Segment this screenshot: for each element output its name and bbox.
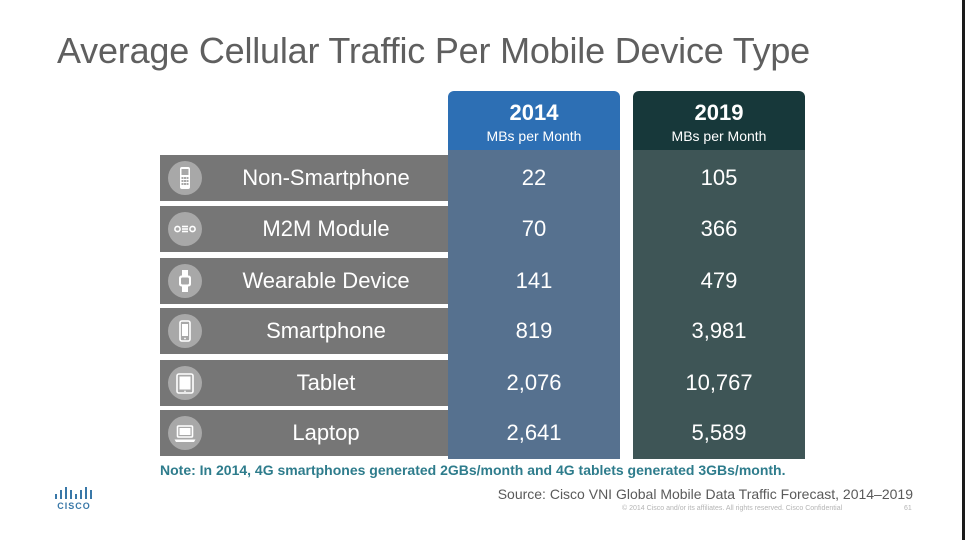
value-2019: 105 (700, 165, 738, 190)
device-label: Non-Smartphone (242, 165, 410, 190)
cisco-bars-icon (55, 487, 92, 499)
copyright-text: © 2014 Cisco and/or its affiliates. All … (622, 505, 843, 512)
wearable-icon (168, 264, 202, 298)
cisco-wordmark: CISCO (57, 501, 91, 511)
value-2014-cell: 819 (448, 308, 620, 354)
table-row: M2M Module 70 366 (160, 206, 805, 252)
column-year: 2019 (694, 100, 744, 125)
value-2019-cell: 10,767 (633, 360, 805, 406)
value-2014-cell: 141 (448, 258, 620, 304)
slide-title: Average Cellular Traffic Per Mobile Devi… (57, 30, 810, 71)
slide-right-border (962, 0, 965, 540)
value-2019: 3,981 (691, 318, 747, 343)
column-header-2019: 2019 MBs per Month (633, 91, 805, 150)
row-label-cell: M2M Module (160, 206, 448, 252)
table-row: Wearable Device 141 479 (160, 258, 805, 304)
source-citation: Source: Cisco VNI Global Mobile Data Tra… (497, 486, 913, 502)
row-label-cell: Tablet (160, 360, 448, 406)
m2m-module-icon (168, 212, 202, 246)
value-2014-cell: 70 (448, 206, 620, 252)
tablet-icon (168, 366, 202, 400)
laptop-icon (168, 416, 202, 450)
row-label-cell: Smartphone (160, 308, 448, 354)
column-unit: MBs per Month (486, 128, 582, 144)
row-label-cell: Wearable Device (160, 258, 448, 304)
value-2019: 10,767 (685, 370, 753, 395)
page-number: 61 (904, 505, 912, 512)
value-2019: 479 (700, 268, 738, 293)
column-header-2014: 2014 MBs per Month (448, 91, 620, 150)
value-2014: 819 (515, 318, 553, 343)
row-label-cell: Non-Smartphone (160, 155, 448, 201)
value-2014-cell: 2,641 (448, 410, 620, 456)
value-2014: 2,076 (506, 370, 562, 395)
column-background-2014 (448, 150, 620, 459)
value-2019-cell: 366 (633, 206, 805, 252)
smartphone-icon (168, 314, 202, 348)
value-2019-cell: 479 (633, 258, 805, 304)
device-label: Wearable Device (242, 268, 410, 293)
column-background-2019 (633, 150, 805, 459)
value-2014-cell: 22 (448, 155, 620, 201)
cisco-logo: CISCO (52, 486, 96, 514)
value-2019-cell: 105 (633, 155, 805, 201)
value-2014: 22 (521, 165, 547, 190)
feature-phone-icon (168, 161, 202, 195)
device-label: M2M Module (262, 216, 390, 241)
device-label: Smartphone (266, 318, 386, 343)
table-row: Non-Smartphone 22 105 (160, 155, 805, 201)
footnote: Note: In 2014, 4G smartphones generated … (160, 462, 786, 478)
value-2019: 5,589 (691, 420, 747, 445)
table-row: Smartphone 819 3,981 (160, 308, 805, 354)
value-2014: 70 (521, 216, 547, 241)
value-2014: 141 (515, 268, 553, 293)
value-2019-cell: 5,589 (633, 410, 805, 456)
device-label: Tablet (296, 370, 356, 395)
device-label: Laptop (292, 420, 360, 445)
column-unit: MBs per Month (671, 128, 767, 144)
value-2014: 2,641 (506, 420, 562, 445)
value-2014-cell: 2,076 (448, 360, 620, 406)
value-2019: 366 (700, 216, 738, 241)
table-row: Tablet 2,076 10,767 (160, 360, 805, 406)
column-year: 2014 (509, 100, 559, 125)
table-row: Laptop 2,641 5,589 (160, 410, 805, 456)
value-2019-cell: 3,981 (633, 308, 805, 354)
row-label-cell: Laptop (160, 410, 448, 456)
